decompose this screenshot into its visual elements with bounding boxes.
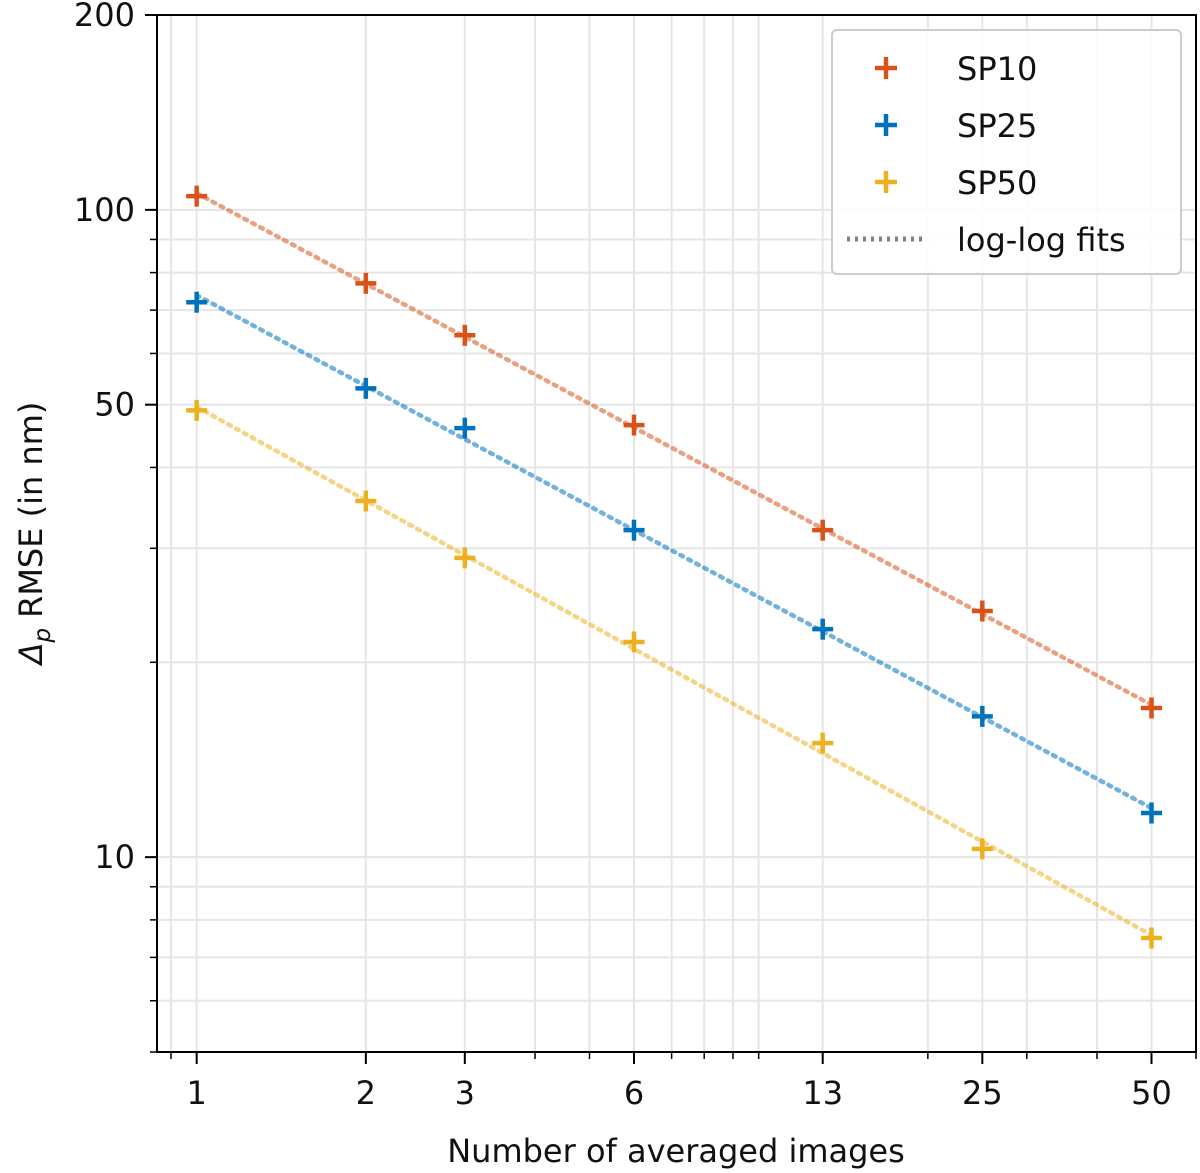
marker-sp50: [186, 399, 208, 421]
plot-frame: [156, 14, 1197, 1053]
x-tick-label: 1: [186, 1074, 206, 1112]
y-axis-title: Δp RMSE (in nm): [12, 402, 56, 668]
legend-entry-sp25: SP25: [875, 107, 1037, 145]
x-tick-label: 25: [962, 1074, 1003, 1112]
marker-sp10: [971, 600, 993, 622]
x-tick-label: 2: [356, 1074, 376, 1112]
legend-fit-label: log-log fits: [957, 221, 1126, 259]
axis-ticks: 1 2 3 6 13 25 50 10 50 100 200: [74, 0, 1197, 1112]
legend-box: [831, 29, 1182, 275]
legend-entry-sp50: SP50: [875, 164, 1037, 202]
y-tick-label: 200: [74, 0, 135, 34]
x-tick-label: 50: [1131, 1074, 1172, 1112]
y-axis-title-text: RMSE (in nm): [12, 402, 50, 618]
fit-line-sp25: [194, 292, 1154, 811]
legend-entries: SP10 SP25 SP50: [875, 50, 1037, 202]
x-tick-label: 3: [455, 1074, 475, 1112]
marker-sp50: [454, 547, 476, 569]
y-axis-subscript: p: [30, 628, 56, 644]
marker-sp10: [812, 519, 834, 541]
marker-sp25: [812, 618, 834, 640]
marker-sp10: [186, 185, 208, 207]
marker-sp50: [971, 838, 993, 860]
marker-sp50: [1140, 927, 1162, 949]
x-tick-label: 13: [802, 1074, 843, 1112]
marker-sp25: [1140, 802, 1162, 824]
fit-line-sp50: [194, 404, 1154, 938]
marker-sp10: [623, 414, 645, 436]
y-tick-label: 100: [74, 191, 135, 229]
x-axis-title: Number of averaged images: [447, 1132, 905, 1170]
y-tick-label: 10: [94, 838, 135, 876]
legend-label-sp10: SP10: [957, 50, 1037, 88]
legend-label-sp25: SP25: [957, 107, 1037, 145]
marker-sp10: [1140, 697, 1162, 719]
marker-sp50: [355, 490, 377, 512]
marker-sp50: [812, 732, 834, 754]
marker-sp25: [623, 519, 645, 541]
legend-entry-sp10: SP10: [875, 50, 1037, 88]
marker-sp25: [971, 705, 993, 727]
y-tick-label: 50: [94, 386, 135, 424]
legend-label-sp50: SP50: [957, 164, 1037, 202]
data-markers: [186, 185, 1162, 949]
marker-sp25: [454, 417, 476, 439]
fit-line-sp10: [194, 190, 1154, 708]
y-axis-symbol: Δ: [12, 643, 50, 668]
x-tick-label: 6: [624, 1074, 644, 1112]
marker-sp10: [454, 324, 476, 346]
legend: SP10 SP25 SP50 log-log fits: [831, 29, 1182, 275]
fit-lines: [194, 190, 1154, 938]
marker-sp10: [355, 272, 377, 294]
marker-sp50: [623, 631, 645, 653]
marker-sp25: [186, 291, 208, 313]
marker-sp25: [355, 377, 377, 399]
